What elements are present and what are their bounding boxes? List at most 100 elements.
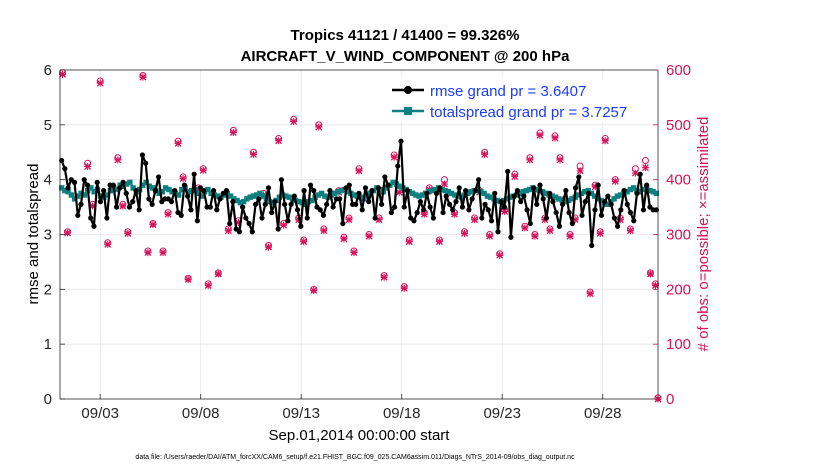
rmse-point (366, 199, 372, 205)
totalspread-point (231, 196, 237, 202)
totalspread-point (513, 192, 520, 198)
legend-spread-marker (404, 107, 412, 115)
obs-assimilated-marker (174, 139, 182, 147)
totalspread-point (413, 192, 419, 198)
x-tick-label: 09/08 (182, 405, 220, 422)
obs-assimilated-marker (350, 249, 358, 257)
totalspread-point (81, 192, 88, 198)
rmse-point (602, 199, 608, 205)
totalspread-point (448, 190, 455, 197)
rmse-point (560, 201, 566, 207)
rmse-point (210, 188, 217, 194)
rmse-point (84, 182, 91, 188)
rmse-point (608, 201, 614, 207)
rmse-point (492, 190, 498, 196)
rmse-point (317, 207, 323, 213)
obs-assimilated-marker (626, 227, 634, 235)
totalspread-point (253, 192, 260, 198)
x-tick-label: 09/13 (282, 405, 320, 422)
totalspread-point (575, 192, 582, 198)
totalspread-point (439, 186, 445, 193)
rmse-point (285, 218, 291, 224)
rmse-point (240, 204, 246, 210)
rmse-point (611, 215, 617, 221)
y-right-tick-label: 300 (666, 227, 691, 244)
rmse-point (553, 209, 559, 216)
rmse-point (236, 229, 242, 235)
obs-assimilated-marker (405, 238, 413, 246)
rmse-point (618, 207, 624, 213)
rmse-point (540, 196, 546, 202)
rmse-point (459, 204, 466, 210)
rmse-point (362, 185, 369, 191)
legend-rmse-text: rmse grand pr = 3.6407 (430, 83, 586, 100)
legend-box (385, 78, 653, 122)
totalspread-point (234, 197, 240, 204)
y-right-tick-label: 600 (666, 62, 691, 79)
rmse-point (75, 212, 81, 218)
rmse-point (547, 190, 553, 196)
rmse-point (298, 223, 304, 229)
totalspread-point (162, 185, 169, 191)
rmse-point (637, 171, 643, 177)
obs-assimilated-marker (511, 172, 519, 180)
rmse-point (527, 220, 533, 227)
rmse-point (537, 182, 543, 188)
obs-assimilated-marker (124, 229, 132, 237)
obs-assimilated-marker (461, 229, 469, 237)
rmse-point (430, 215, 436, 221)
rmse-point (521, 193, 527, 199)
totalspread-point (240, 198, 247, 205)
rmse-point (139, 152, 146, 158)
totalspread-point (338, 187, 344, 194)
totalspread-point (383, 185, 390, 191)
rmse-point (81, 177, 87, 183)
y-axis-left-label: rmse and totalspread (25, 164, 42, 305)
totalspread-point (562, 198, 569, 205)
totalspread-point (156, 190, 162, 197)
rmse-point (382, 174, 388, 180)
totalspread-point (520, 189, 526, 195)
totalspread-point (500, 197, 507, 204)
rmse-point (71, 179, 78, 186)
totalspread-point (484, 193, 491, 199)
totalspread-point (549, 193, 556, 199)
obs-assimilated-marker (265, 243, 273, 251)
obs-assimilated-marker (365, 232, 373, 240)
totalspread-point (617, 192, 624, 198)
rmse-point (437, 185, 443, 191)
x-tick-label: 09/03 (81, 405, 119, 422)
totalspread-point (227, 193, 234, 199)
y-right-tick-label: 500 (666, 117, 691, 134)
totalspread-point (504, 196, 510, 202)
obs-assimilated-marker (164, 210, 172, 218)
obs-assimilated-marker (139, 73, 147, 81)
rmse-point (614, 223, 621, 229)
rmse-point (414, 209, 420, 216)
rmse-point (278, 177, 285, 183)
totalspread-point (149, 185, 156, 191)
obs-assimilated-marker (390, 153, 398, 161)
rmse-point (340, 220, 346, 227)
totalspread-point (487, 194, 494, 200)
rmse-point (627, 209, 634, 216)
totalspread-point (237, 199, 244, 206)
obs-assimilated-marker (531, 232, 539, 240)
y-left-tick-label: 1 (44, 336, 52, 353)
totalspread-point (478, 189, 484, 195)
chart-title-line1: Tropics 41121 / 41400 = 99.326% (291, 27, 520, 44)
rmse-point (78, 201, 84, 207)
data-series (58, 138, 660, 249)
obs-assimilated-marker (64, 229, 72, 237)
totalspread-point (432, 186, 439, 193)
rmse-point (181, 182, 188, 188)
observation-count-markers (59, 69, 662, 403)
obs-assimilated-marker (159, 249, 167, 257)
y-right-tick-label: 0 (666, 391, 674, 408)
totalspread-point (91, 189, 97, 195)
rmse-point (446, 201, 453, 207)
rmse-point (466, 207, 472, 213)
totalspread-point (65, 189, 71, 195)
rmse-point (337, 196, 343, 202)
totalspread-point (344, 189, 351, 195)
